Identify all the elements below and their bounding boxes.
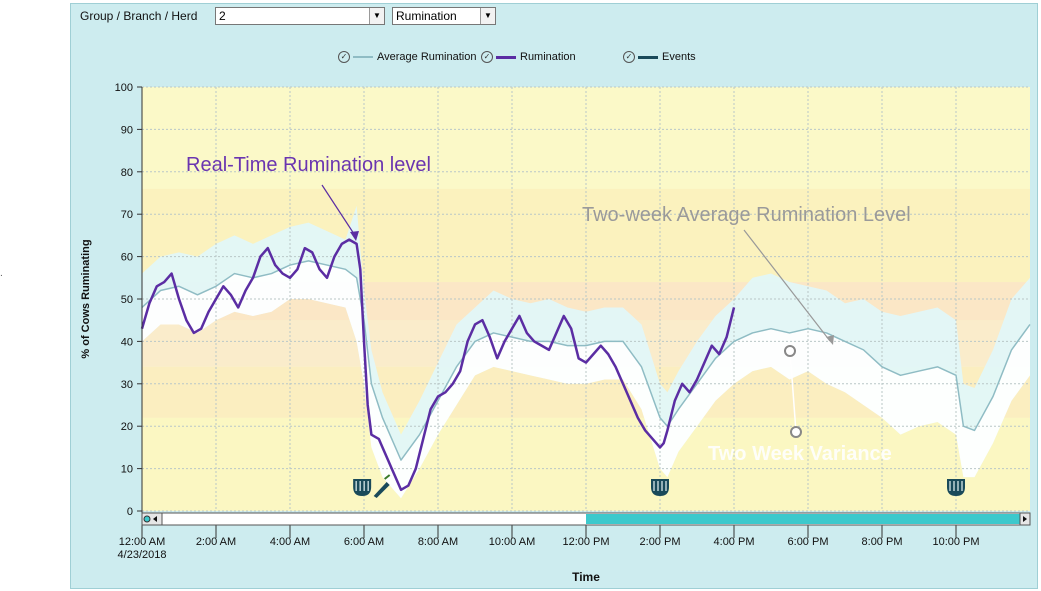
- y-tick-label: 50: [121, 294, 133, 306]
- x-tick-label: 12:00 AM: [119, 536, 165, 548]
- y-tick-label: 30: [121, 379, 133, 391]
- legend-events[interactable]: ✓ Events: [623, 50, 696, 64]
- arrow-right-icon: [1023, 516, 1027, 522]
- x-tick-label: 6:00 AM: [344, 536, 384, 548]
- x-tick-sublabel: 4/23/2018: [118, 549, 167, 561]
- x-tick-label: 12:00 PM: [562, 536, 609, 548]
- annotation-realtime-rumination: Real-Time Rumination level: [186, 154, 431, 176]
- chevron-down-icon[interactable]: ▼: [480, 8, 495, 24]
- x-tick-label: 4:00 PM: [714, 536, 755, 548]
- legend-line-rumination: [496, 55, 516, 59]
- annotation-variance-marker-top: [784, 345, 796, 357]
- legend-label-average: Average Rumination: [377, 51, 477, 63]
- x-tick-label: 10:00 AM: [489, 536, 535, 548]
- annotation-variance-marker-bottom: [790, 426, 802, 438]
- toolbar: Group / Branch / Herd 2 ▼ Rumination ▼: [70, 3, 1038, 29]
- event-feeding-shape: [651, 479, 669, 496]
- annotation-variance-connector: [789, 350, 797, 433]
- group-select-value: 2: [219, 9, 226, 23]
- y-tick-label: 70: [121, 209, 133, 221]
- legend-label-rumination: Rumination: [520, 51, 576, 63]
- x-axis-title: Time: [572, 570, 600, 584]
- legend-average-rumination[interactable]: ✓ Average Rumination: [338, 50, 476, 64]
- event-feeding-icon: [353, 479, 372, 496]
- annotation-average-arrowhead: [826, 335, 834, 345]
- y-axis-title: % of Cows Ruminating: [80, 239, 92, 358]
- checkbox-icon[interactable]: ✓: [338, 51, 350, 63]
- annotation-average-arrow: [743, 229, 831, 342]
- event-feeding-shape: [353, 479, 372, 496]
- annotation-realtime-arrowhead: [350, 231, 359, 241]
- left-mark: .: [0, 268, 3, 279]
- legend-rumination[interactable]: ✓ Rumination: [481, 50, 576, 64]
- y-tick-label: 100: [115, 82, 133, 94]
- group-select[interactable]: 2 ▼: [215, 7, 385, 25]
- zoom-reset-icon: [143, 515, 151, 523]
- checkbox-icon[interactable]: ✓: [623, 51, 635, 63]
- x-tick-label: 2:00 PM: [640, 536, 681, 548]
- checkbox-icon[interactable]: ✓: [481, 51, 493, 63]
- event-feeding-icon: [947, 479, 965, 496]
- y-tick-label: 10: [121, 464, 133, 476]
- event-treatment-tip: [384, 474, 391, 480]
- legend-line-average: [353, 56, 373, 58]
- scrollbar-thumb[interactable]: [586, 514, 1020, 524]
- x-tick-label: 4:00 AM: [270, 536, 310, 548]
- y-tick-label: 90: [121, 124, 133, 136]
- series-line-rumination: [140, 238, 736, 492]
- event-treatment-shape: [373, 482, 390, 498]
- x-tick-label: 6:00 PM: [788, 536, 829, 548]
- metric-select-value: Rumination: [396, 9, 457, 23]
- y-tick-label: 0: [127, 506, 133, 518]
- y-tick-label: 20: [121, 421, 133, 433]
- event-feeding-icon: [651, 479, 669, 496]
- series-line-average-rumination: [141, 260, 1031, 461]
- annotation-two-week-variance: Two Week Variance: [708, 443, 892, 465]
- arrow-left-icon: [153, 516, 157, 522]
- event-feeding-shape: [947, 479, 965, 496]
- legend-label-events: Events: [662, 51, 696, 63]
- x-tick-label: 8:00 PM: [862, 536, 903, 548]
- annotation-two-week-average: Two-week Average Rumination Level: [582, 204, 911, 226]
- chevron-down-icon[interactable]: ▼: [369, 8, 384, 24]
- group-branch-herd-label: Group / Branch / Herd: [80, 9, 198, 23]
- annotation-realtime-arrow: [321, 184, 357, 238]
- x-tick-label: 8:00 AM: [418, 536, 458, 548]
- y-tick-label: 60: [121, 252, 133, 264]
- event-treatment-icon: [373, 474, 391, 498]
- x-tick-label: 10:00 PM: [932, 536, 979, 548]
- metric-select[interactable]: Rumination ▼: [392, 7, 496, 25]
- y-tick-label: 80: [121, 167, 133, 179]
- x-tick-label: 2:00 AM: [196, 536, 236, 548]
- y-tick-label: 40: [121, 336, 133, 348]
- legend-line-events: [638, 55, 658, 59]
